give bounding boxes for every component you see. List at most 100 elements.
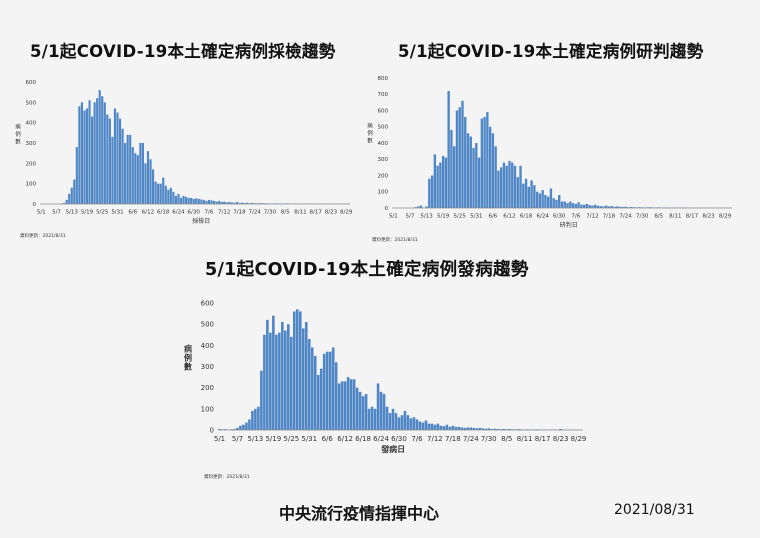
x-tick-label: 8/11 — [669, 214, 681, 220]
bar — [621, 207, 624, 208]
bar — [464, 117, 467, 208]
bar — [517, 429, 520, 430]
bar — [331, 347, 335, 430]
bar — [261, 203, 264, 204]
x-tick-label: 7/18 — [445, 435, 461, 443]
x-tick-label: 6/6 — [488, 214, 497, 220]
bar — [544, 195, 547, 208]
bar — [379, 391, 383, 430]
bar — [98, 90, 101, 204]
bar — [400, 415, 404, 430]
bar — [638, 207, 641, 208]
bar — [236, 427, 239, 430]
y-tick-label: 0 — [210, 426, 214, 434]
bar — [496, 428, 500, 430]
bar — [505, 165, 508, 208]
bar — [243, 202, 246, 204]
bar — [394, 413, 398, 430]
bar — [433, 154, 437, 209]
x-tick-label: 5/25 — [283, 435, 299, 443]
y-axis-label-char: 例 — [184, 352, 192, 362]
bar — [185, 196, 188, 204]
data-update-note: 資料更新：2021/8/31 — [372, 236, 418, 243]
x-tick-label: 7/12 — [218, 210, 230, 216]
x-tick-label: 6/30 — [188, 210, 201, 216]
bar — [500, 167, 503, 209]
bar — [382, 394, 386, 430]
bar — [580, 204, 583, 208]
x-tick-label: 6/6 — [128, 210, 137, 216]
x-tick-label: 6/30 — [391, 435, 407, 443]
bar — [258, 203, 261, 204]
bar — [85, 108, 89, 204]
y-tick-label: 800 — [378, 76, 389, 82]
bar — [111, 136, 114, 204]
bar — [346, 377, 350, 430]
bar — [278, 332, 281, 430]
bar — [505, 429, 508, 430]
x-tick-label: 6/18 — [157, 210, 170, 216]
bar — [552, 198, 555, 208]
x-tick-label: 7/6 — [571, 214, 580, 220]
x-tick-label: 5/7 — [52, 210, 61, 216]
y-axis-label-char: 數 — [367, 136, 373, 144]
bar — [233, 429, 236, 430]
bar — [301, 328, 305, 430]
x-tick-label: 7/18 — [233, 210, 246, 216]
bar — [269, 332, 272, 430]
x-tick-label: 6/30 — [553, 214, 566, 220]
y-tick-label: 700 — [378, 92, 389, 98]
bar — [430, 423, 434, 430]
bar — [190, 197, 193, 204]
bar — [167, 189, 170, 204]
bar — [463, 427, 467, 430]
y-tick-label: 600 — [378, 108, 389, 114]
bar — [403, 410, 407, 430]
bar — [613, 206, 616, 208]
bar — [385, 406, 389, 430]
bar — [202, 199, 205, 204]
bar — [391, 408, 395, 430]
x-axis-label: 研判日 — [560, 221, 578, 229]
bar — [152, 169, 155, 204]
bar — [541, 190, 544, 209]
bar — [157, 183, 160, 204]
bar — [415, 419, 419, 430]
bar — [263, 334, 266, 430]
x-tick-label: 7/24 — [249, 210, 262, 216]
bar — [235, 201, 238, 204]
x-tick-label: 6/18 — [355, 435, 371, 443]
bar — [228, 201, 231, 204]
bar — [530, 180, 533, 209]
x-tick-label: 7/30 — [636, 214, 649, 220]
bar — [450, 130, 453, 208]
bar — [141, 143, 144, 204]
y-axis-label-char: 數 — [15, 137, 21, 145]
y-tick-label: 200 — [201, 384, 214, 392]
bar — [549, 188, 553, 208]
bar — [417, 206, 420, 209]
bar — [325, 351, 329, 430]
bar — [210, 200, 213, 204]
x-tick-label: 8/17 — [310, 210, 323, 216]
y-tick-label: 100 — [26, 182, 37, 188]
bar — [108, 118, 111, 204]
bar — [558, 195, 561, 208]
x-tick-label: 8/17 — [686, 214, 699, 220]
bar — [159, 183, 162, 204]
bar — [616, 206, 619, 209]
x-tick-label: 5/1 — [214, 435, 225, 443]
bar — [535, 191, 539, 208]
bar — [287, 324, 290, 430]
bar — [508, 160, 511, 209]
y-tick-label: 300 — [26, 141, 37, 147]
bar — [448, 426, 452, 430]
bar — [246, 202, 249, 204]
bar — [618, 206, 622, 208]
bar — [513, 165, 517, 208]
y-tick-label: 600 — [201, 299, 214, 307]
y-tick-label: 200 — [26, 161, 37, 167]
y-tick-label: 600 — [26, 80, 37, 86]
bar — [205, 200, 208, 204]
x-tick-label: 5/1 — [389, 214, 398, 220]
